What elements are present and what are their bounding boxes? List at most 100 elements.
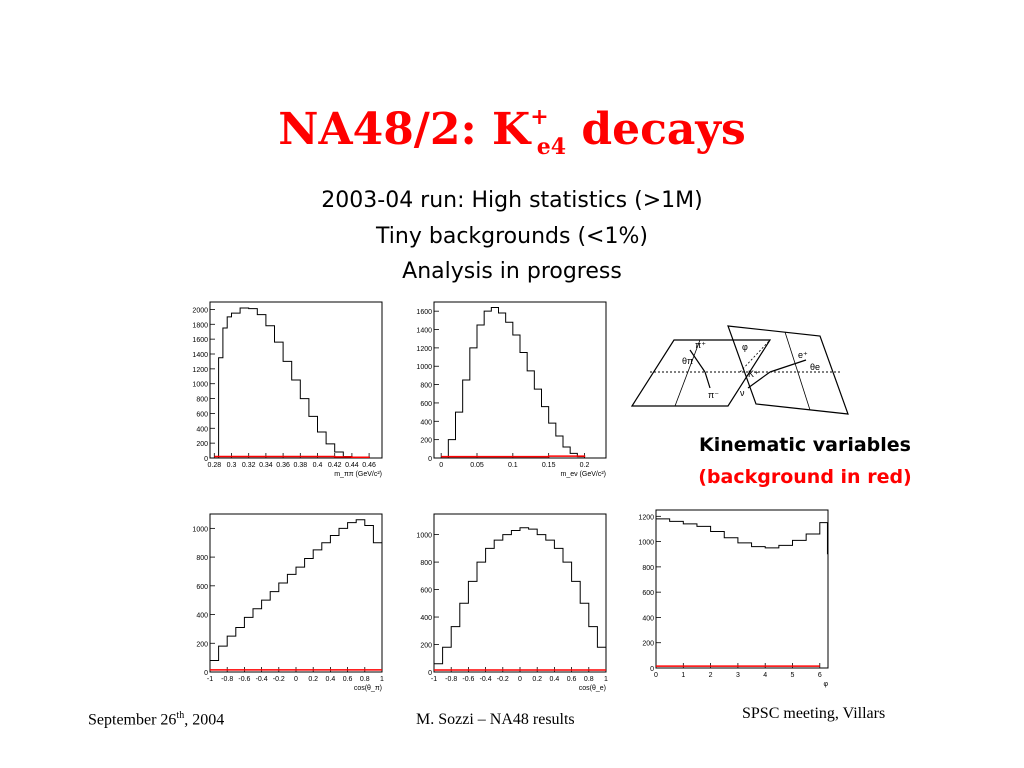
- footer-date-main: September 26: [88, 711, 177, 729]
- x-tick-label: 0: [518, 676, 522, 683]
- x-tick-label: 0: [654, 672, 658, 679]
- x-tick-label: 0.8: [360, 676, 370, 683]
- background-in-red-label: (background in red): [698, 466, 912, 488]
- x-tick-label: -0.4: [256, 676, 268, 683]
- x-tick-label: 0.4: [326, 676, 336, 683]
- subtitle-line-3: Analysis in progress: [402, 259, 622, 284]
- y-tick-label: 1200: [416, 346, 432, 353]
- x-tick-label: 0.8: [584, 676, 594, 683]
- x-tick-label: 0.15: [542, 462, 556, 469]
- nu-label: ν: [740, 388, 745, 398]
- kinematic-variables-label: Kinematic variables: [699, 434, 911, 456]
- x-tick-label: 0.2: [532, 676, 542, 683]
- x-tick-label: 2: [709, 672, 713, 679]
- pion-plane-divider: [674, 339, 701, 407]
- y-tick-label: 400: [420, 615, 432, 622]
- pion-plane: [630, 339, 772, 407]
- phi-label: φ: [742, 342, 748, 352]
- y-tick-label: 800: [642, 565, 654, 572]
- x-tick-label: 0.32: [242, 462, 256, 469]
- x-axis-label: cos(θ_e): [579, 685, 606, 692]
- x-tick-label: 0.6: [567, 676, 577, 683]
- y-tick-label: 0: [204, 670, 208, 677]
- pi-plus-label: π⁺: [695, 340, 706, 350]
- plot-frame: [209, 301, 383, 459]
- y-tick-label: 800: [196, 397, 208, 404]
- x-tick-label: 0: [294, 676, 298, 683]
- y-tick-label: 600: [420, 401, 432, 408]
- pi-plus-arrow: [689, 349, 706, 373]
- subtitle-line-2: Tiny backgrounds (<1%): [376, 224, 648, 249]
- y-tick-label: 200: [196, 641, 208, 648]
- x-tick-label: 0.46: [362, 462, 376, 469]
- y-tick-label: 1000: [192, 382, 208, 389]
- theta-e-label: θe: [810, 362, 820, 372]
- signal-histogram: [441, 307, 585, 459]
- signal-histogram: [656, 518, 828, 555]
- x-tick-label: 0.6: [343, 676, 353, 683]
- pi-minus-label: π⁻: [708, 390, 719, 400]
- y-tick-label: 1000: [416, 533, 432, 540]
- y-tick-label: 800: [420, 560, 432, 567]
- histogram-m-pipi: 0 200 400 600 800 1000 1200 1400 1600 1800 2000 0.2…: [192, 301, 383, 478]
- x-axis-label: m_ππ (GeV/c²): [334, 471, 382, 478]
- x-tick-label: 0.36: [276, 462, 290, 469]
- x-tick-label: -0.8: [221, 676, 233, 683]
- title-sup: +: [530, 104, 549, 130]
- x-tick-label: -0.2: [273, 676, 285, 683]
- y-tick-label: 0: [428, 456, 432, 463]
- y-tick-label: 400: [420, 419, 432, 426]
- y-tick-label: 200: [420, 438, 432, 445]
- title-sub: e4: [536, 134, 567, 160]
- k-plus-label: K⁺: [748, 369, 759, 379]
- x-tick-label: 1: [380, 676, 384, 683]
- x-tick-label: 0.2: [580, 462, 590, 469]
- x-axis-label: m_eν (GeV/c²): [560, 471, 606, 478]
- background-histogram: [214, 455, 370, 459]
- x-tick-label: -0.4: [480, 676, 492, 683]
- y-tick-label: 400: [642, 615, 654, 622]
- x-tick-label: 0.34: [259, 462, 273, 469]
- x-tick-label: -0.6: [462, 676, 474, 683]
- plot-frame: [433, 301, 607, 459]
- y-tick-label: 1000: [638, 540, 654, 547]
- signal-histogram: [213, 307, 370, 459]
- y-tick-label: 1400: [192, 352, 208, 359]
- y-tick-label: 1000: [416, 364, 432, 371]
- footer-date: September 26th, 2004: [88, 710, 224, 729]
- e-plus-label: e⁺: [798, 350, 808, 360]
- x-tick-label: -0.8: [445, 676, 457, 683]
- y-tick-label: 400: [196, 426, 208, 433]
- title-main: NA48/2: K: [278, 104, 531, 155]
- y-tick-label: 1600: [416, 309, 432, 316]
- footer-date-tail: , 2004: [184, 711, 225, 729]
- signal-histogram: [434, 527, 607, 665]
- x-tick-label: -0.6: [238, 676, 250, 683]
- y-tick-label: 0: [428, 670, 432, 677]
- y-tick-label: 800: [196, 555, 208, 562]
- x-tick-label: 0.1: [508, 462, 518, 469]
- theta-pi-label: θπ: [682, 356, 693, 366]
- x-tick-label: 5: [791, 672, 795, 679]
- histogram-cos-theta-pi: 0 200 400 600 800 1000 -1 -0.8 -0.6 -0.4 -0.2 0 0.2 0…: [192, 513, 384, 692]
- x-tick-label: -1: [431, 676, 437, 683]
- x-tick-label: 0.38: [293, 462, 307, 469]
- phi-dashed-line: [739, 339, 771, 373]
- y-tick-label: 2000: [192, 307, 208, 314]
- x-tick-label: 0.28: [207, 462, 221, 469]
- y-tick-label: 0: [204, 456, 208, 463]
- y-tick-label: 1200: [638, 514, 654, 521]
- y-tick-label: 1400: [416, 328, 432, 335]
- y-tick-label: 1200: [192, 367, 208, 374]
- y-tick-label: 200: [420, 643, 432, 650]
- lepton-plane-divider: [784, 331, 811, 411]
- y-tick-label: 200: [642, 641, 654, 648]
- kinematics-diagram: π⁺ θπ π⁻ φ K⁺ e⁺ θe ν: [630, 325, 849, 415]
- x-tick-label: 1: [681, 672, 685, 679]
- plot-frame: [655, 509, 829, 669]
- x-tick-label: 0.4: [550, 676, 560, 683]
- histogram-m-enu: 0 200 400 600 800 1000 1200 1400 1600 0 0.05 0.1 0.1…: [416, 301, 607, 478]
- histogram-phi: 0 200 400 600 800 1000 1200 0 1 2 3 4 5 6φ: [638, 509, 829, 688]
- x-tick-label: -0.2: [497, 676, 509, 683]
- slide-title: NA48/2: K+ e4 decays: [0, 104, 1024, 160]
